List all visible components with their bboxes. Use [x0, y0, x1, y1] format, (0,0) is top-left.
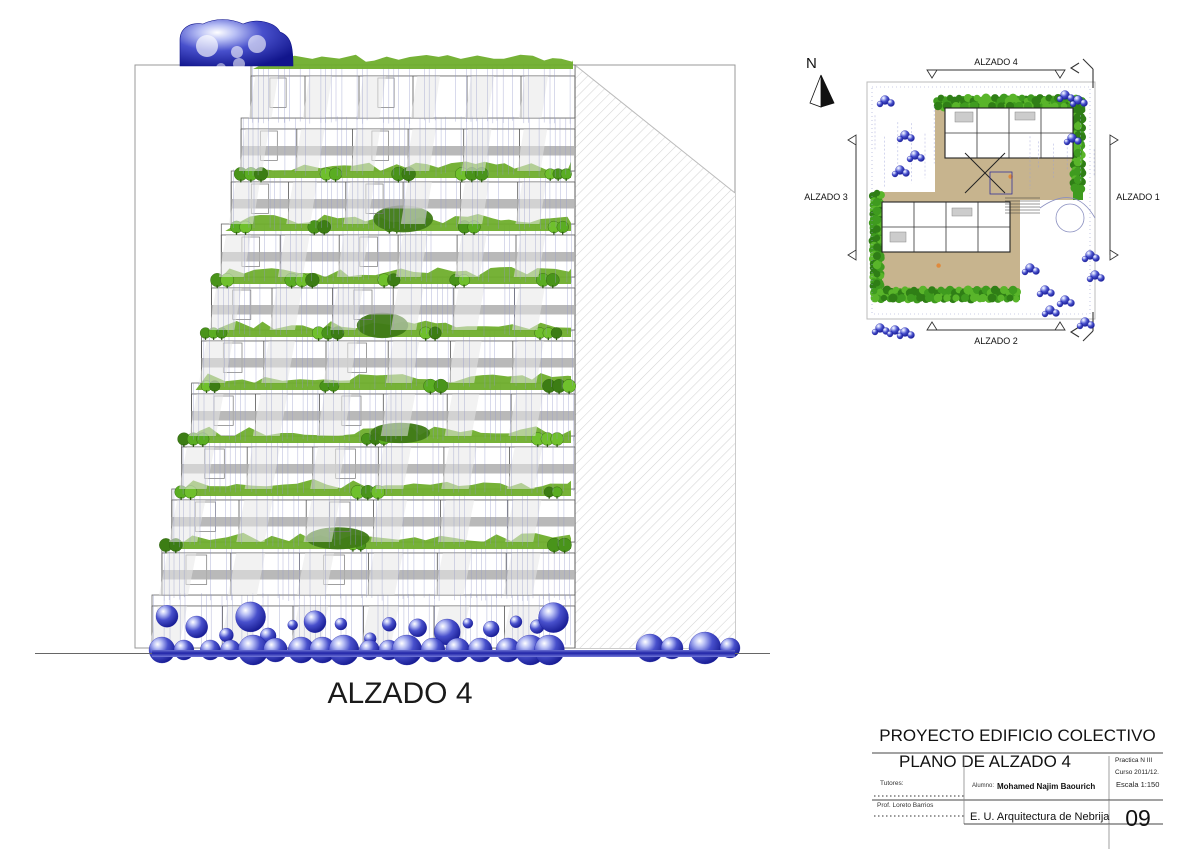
svg-text:Alumno:: Alumno:: [972, 783, 994, 789]
svg-text:Escala 1:150: Escala 1:150: [1116, 780, 1159, 789]
svg-text:E. U. Arquitectura de Nebrija: E. U. Arquitectura de Nebrija: [970, 811, 1110, 823]
svg-text:ALZADO 4: ALZADO 4: [327, 677, 472, 710]
svg-text:Tutores:: Tutores:: [880, 780, 904, 787]
svg-text:Curso 2011/12.: Curso 2011/12.: [1115, 769, 1159, 776]
svg-text:ALZADO 2: ALZADO 2: [974, 336, 1018, 346]
svg-text:09: 09: [1125, 805, 1151, 831]
svg-text:ALZADO 1: ALZADO 1: [1116, 192, 1160, 202]
svg-text:PROYECTO EDIFICIO COLECTIVO: PROYECTO EDIFICIO COLECTIVO: [879, 726, 1155, 745]
svg-text:Mohamed Najim Baourich: Mohamed Najim Baourich: [997, 782, 1095, 791]
svg-text:N: N: [806, 55, 817, 72]
svg-text:PLANO DE ALZADO 4: PLANO DE ALZADO 4: [899, 752, 1071, 771]
svg-text:Practica N III: Practica N III: [1115, 757, 1152, 764]
svg-text:ALZADO 4: ALZADO 4: [974, 57, 1018, 67]
svg-text:Prof. Loreto Barrios: Prof. Loreto Barrios: [877, 802, 934, 809]
svg-text:ALZADO 3: ALZADO 3: [804, 192, 848, 202]
